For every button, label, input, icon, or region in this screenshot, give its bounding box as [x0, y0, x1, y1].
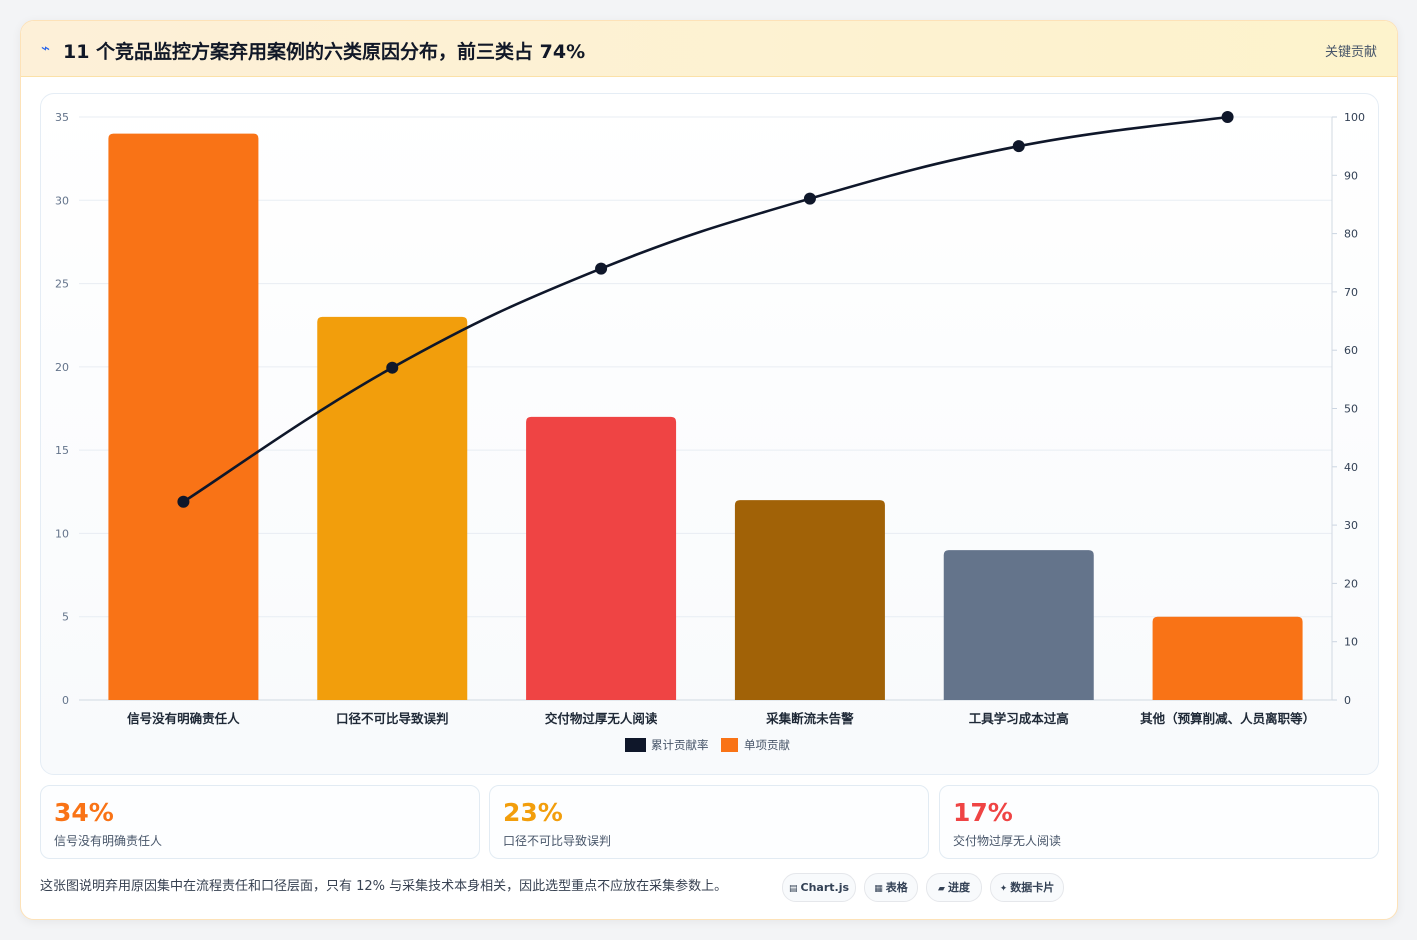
bar: [108, 133, 259, 701]
pill-progress[interactable]: ▰ 进度: [926, 873, 982, 902]
pill-label: 数据卡片: [1010, 881, 1055, 894]
cumulative-point: [386, 361, 399, 374]
cumulative-point: [1012, 140, 1025, 153]
progress-icon: ▰: [938, 884, 945, 894]
x-tick-label: 采集断流未告警: [765, 711, 854, 726]
cumulative-point: [177, 495, 190, 508]
y-right-tick-label: 60: [1344, 344, 1358, 357]
y-right-tick-label: 70: [1344, 286, 1358, 299]
summary-text: 这张图说明弃用原因集中在流程责任和口径层面，只有 12% 与采集技术本身相关，因…: [40, 879, 728, 894]
x-tick-label: 其他（预算削减、人员离职等）: [1140, 711, 1315, 726]
stat-card-2: 23% 口径不可比导致误判: [489, 785, 929, 859]
x-tick-label: 工具学习成本过高: [969, 711, 1069, 726]
pill-chartjs[interactable]: ▤ Chart.js: [782, 873, 856, 902]
cumulative-line: [182, 115, 1228, 503]
bar: [734, 500, 885, 700]
stat-card-1: 34% 信号没有明确责任人: [40, 785, 480, 859]
chart-panel: 0 5 10 15 20 25 30 35 0 10 20 30 40 50 60 70 80 90 100 信号没有…: [40, 93, 1379, 775]
stat-label: 信号没有明确责任人: [54, 834, 163, 848]
y-left-tick-label: 35: [55, 111, 69, 124]
legend-swatch-cumulative: [625, 738, 646, 752]
pill-label: 表格: [885, 881, 908, 894]
y-right-tick-label: 10: [1344, 636, 1358, 649]
pill-data-card[interactable]: ✦ 数据卡片: [990, 873, 1064, 902]
chart-card: ⌁ 11 个竞品监控方案弃用案例的六类原因分布，前三类占 74% 关键贡献 0 5…: [20, 20, 1398, 920]
y-left-tick-label: 15: [55, 444, 69, 457]
cumulative-point: [595, 262, 608, 275]
card-header: ⌁ 11 个竞品监控方案弃用案例的六类原因分布，前三类占 74% 关键贡献: [21, 21, 1397, 77]
chart-title: 11 个竞品监控方案弃用案例的六类原因分布，前三类占 74%: [63, 41, 586, 63]
chart-icon: ⌁: [41, 39, 51, 57]
x-tick-label: 信号没有明确责任人: [127, 711, 240, 726]
y-right-tick-label: 80: [1344, 228, 1358, 241]
stat-card-3: 17% 交付物过厚无人阅读: [939, 785, 1379, 859]
y-right-tick-label: 40: [1344, 461, 1358, 474]
sparkle-icon: ✦: [999, 884, 1008, 894]
cumulative-point: [1221, 111, 1234, 123]
x-tick-label: 口径不可比导致误判: [336, 711, 449, 726]
y-left-tick-label: 25: [55, 278, 69, 291]
y-left-tick-label: 20: [55, 361, 69, 374]
legend-label-bar: 单项贡献: [744, 738, 790, 752]
y-left-tick-label: 0: [62, 694, 69, 707]
y-right-tick-label: 90: [1344, 169, 1358, 182]
bar: [943, 550, 1094, 700]
bar: [317, 316, 468, 700]
y-right-tick-label: 0: [1344, 694, 1351, 707]
y-right-tick-label: 30: [1344, 519, 1358, 532]
bar: [1152, 616, 1303, 700]
chart-icon: ▤: [788, 884, 798, 894]
legend-swatch-bar: [721, 738, 738, 752]
cumulative-point: [803, 192, 816, 205]
pill-label: 进度: [947, 881, 970, 894]
key-contribution-button[interactable]: 关键贡献: [1324, 45, 1377, 60]
y-left-tick-label: 10: [55, 527, 69, 540]
stat-label: 口径不可比导致误判: [503, 834, 612, 848]
y-left-tick-label: 5: [62, 611, 69, 624]
table-icon: ▦: [874, 884, 883, 894]
y-right-tick-label: 100: [1344, 111, 1365, 124]
stat-value: 34%: [54, 798, 114, 827]
y-right-tick-label: 20: [1344, 577, 1358, 590]
stat-value: 23%: [503, 798, 563, 827]
legend-label-cumulative: 累计贡献率: [651, 738, 709, 752]
pareto-chart: 0 5 10 15 20 25 30 35 0 10 20 30 40 50 60 70 80 90 100 信号没有…: [55, 111, 1365, 752]
stat-value: 17%: [953, 798, 1013, 827]
x-tick-label: 交付物过厚无人阅读: [545, 711, 658, 726]
pill-label: Chart.js: [800, 881, 850, 894]
pill-table[interactable]: ▦ 表格: [864, 873, 918, 902]
y-left-tick-label: 30: [55, 194, 69, 207]
bar: [526, 416, 677, 700]
stat-label: 交付物过厚无人阅读: [953, 834, 1062, 848]
y-right-tick-label: 50: [1344, 403, 1358, 416]
